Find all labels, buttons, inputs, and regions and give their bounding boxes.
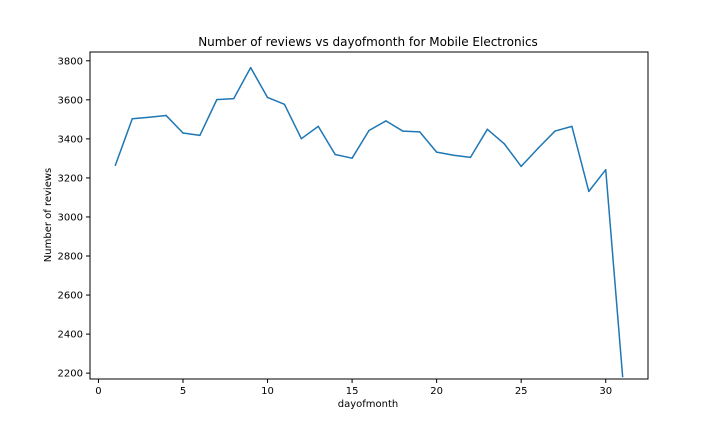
- data-point: [266, 96, 269, 99]
- data-point: [199, 134, 201, 137]
- data-point: [131, 118, 134, 120]
- data-point: [317, 125, 320, 128]
- chart-title: Number of reviews vs dayofmonth for Mobi…: [198, 35, 538, 49]
- data-point: [452, 154, 455, 157]
- x-tick-label: 20: [430, 386, 443, 397]
- axes-frame: [89, 51, 649, 380]
- y-tick-label: 3200: [58, 173, 83, 184]
- x-tick-label: 15: [346, 386, 359, 397]
- y-tick-label: 3800: [58, 56, 83, 67]
- data-point: [182, 132, 184, 134]
- data-point: [385, 120, 387, 122]
- x-tick-label: 5: [180, 386, 186, 397]
- series-line: [114, 66, 624, 377]
- x-axis-label: dayofmonth: [338, 399, 399, 410]
- data-point: [435, 151, 438, 153]
- data-point: [165, 114, 167, 117]
- data-point: [232, 97, 235, 100]
- data-point: [418, 131, 421, 133]
- y-axis: 2200 2400 2600 2800 3000 3200 3400 3600 3800: [58, 56, 90, 380]
- x-tick-label: 25: [515, 386, 528, 397]
- data-point: [554, 130, 556, 132]
- data-point: [604, 168, 607, 171]
- data-point: [334, 153, 336, 156]
- y-tick-label: 2400: [58, 330, 83, 341]
- data-point: [283, 103, 286, 106]
- data-point: [571, 125, 573, 128]
- x-tick-label: 0: [95, 386, 101, 397]
- data-point: [368, 129, 370, 132]
- data-point: [351, 157, 353, 159]
- data-point: [216, 98, 218, 101]
- y-tick-label: 2200: [58, 369, 83, 380]
- y-tick-label: 3000: [58, 212, 83, 223]
- data-point: [114, 164, 117, 166]
- data-point: [537, 147, 539, 149]
- y-tick-label: 2600: [58, 291, 83, 302]
- data-point: [621, 375, 624, 378]
- data-point: [402, 130, 404, 132]
- x-tick-label: 10: [261, 386, 274, 397]
- data-point: [503, 143, 506, 145]
- plot-area: [114, 66, 624, 378]
- data-point: [520, 165, 522, 168]
- data-point: [486, 128, 489, 131]
- y-tick-label: 2800: [58, 252, 83, 263]
- y-tick-label: 3400: [58, 134, 83, 145]
- data-point: [300, 137, 303, 140]
- x-axis: 0 5 10 15 20 25 30: [95, 379, 612, 397]
- data-point: [588, 190, 590, 193]
- data-point: [148, 116, 150, 118]
- x-tick-label: 30: [599, 386, 612, 397]
- data-point: [469, 156, 472, 159]
- data-point: [249, 66, 252, 69]
- y-axis-label: Number of reviews: [43, 168, 54, 262]
- y-tick-label: 3600: [58, 95, 83, 106]
